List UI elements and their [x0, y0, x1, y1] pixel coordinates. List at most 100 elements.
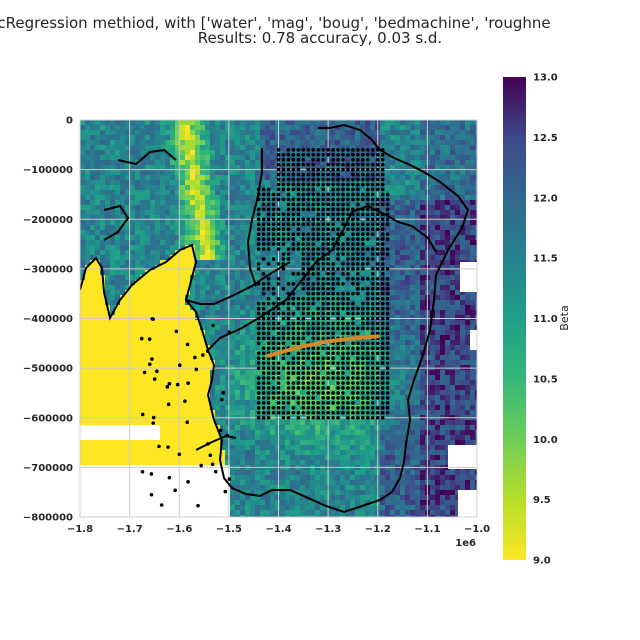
data-point	[287, 188, 291, 192]
data-point	[277, 391, 281, 395]
data-point	[376, 163, 380, 167]
data-point	[331, 178, 335, 182]
data-point	[341, 178, 345, 182]
data-point	[267, 242, 271, 246]
data-point	[282, 356, 286, 360]
data-point	[282, 416, 286, 420]
data-point	[267, 411, 271, 415]
data-point	[361, 153, 365, 157]
data-point	[376, 322, 380, 326]
data-point	[257, 317, 261, 321]
data-point	[153, 377, 157, 381]
data-point	[302, 217, 306, 221]
data-point	[282, 262, 286, 266]
data-point	[287, 178, 291, 182]
data-point	[336, 376, 340, 380]
data-point	[306, 267, 310, 271]
data-point	[351, 332, 355, 336]
data-point	[282, 222, 286, 226]
data-point	[228, 330, 232, 334]
data-point	[326, 227, 330, 231]
data-point	[316, 351, 320, 355]
data-point	[331, 356, 335, 360]
data-point	[166, 385, 170, 389]
data-point	[311, 242, 315, 246]
data-point	[306, 376, 310, 380]
data-point	[302, 163, 306, 167]
data-point	[287, 297, 291, 301]
data-point	[292, 212, 296, 216]
data-point	[371, 401, 375, 405]
data-point	[366, 287, 370, 291]
data-point	[222, 391, 226, 395]
data-point	[386, 381, 390, 385]
data-point	[356, 371, 360, 375]
data-point	[386, 317, 390, 321]
data-point	[331, 327, 335, 331]
data-point	[277, 198, 281, 202]
data-point	[297, 396, 301, 400]
data-point	[306, 351, 310, 355]
data-point	[306, 237, 310, 241]
data-point	[141, 413, 145, 417]
data-point	[297, 217, 301, 221]
data-point	[381, 173, 385, 177]
data-point	[376, 366, 380, 370]
data-point	[321, 406, 325, 410]
data-point	[346, 183, 350, 187]
data-point	[302, 262, 306, 266]
data-point	[381, 178, 385, 182]
data-point	[356, 222, 360, 226]
data-point	[351, 376, 355, 380]
data-point	[282, 312, 286, 316]
data-point	[326, 212, 330, 216]
data-point	[272, 361, 276, 365]
data-point	[381, 287, 385, 291]
data-point	[302, 396, 306, 400]
data-point	[311, 193, 315, 197]
data-point	[257, 307, 261, 311]
data-point	[282, 173, 286, 177]
data-point	[262, 386, 266, 390]
data-point	[306, 411, 310, 415]
data-point	[282, 317, 286, 321]
data-point	[311, 148, 315, 152]
data-point	[287, 401, 291, 405]
data-point	[361, 178, 365, 182]
x-tick-label: −1.8	[67, 524, 93, 535]
data-point	[376, 148, 380, 152]
data-point	[302, 381, 306, 385]
data-point	[306, 203, 310, 207]
data-point	[321, 203, 325, 207]
data-point	[277, 411, 281, 415]
data-point	[209, 454, 213, 458]
data-point	[351, 237, 355, 241]
data-point	[371, 342, 375, 346]
data-point	[321, 267, 325, 271]
data-point	[336, 227, 340, 231]
data-point	[297, 351, 301, 355]
data-point	[267, 366, 271, 370]
data-point	[306, 168, 310, 172]
data-point	[331, 198, 335, 202]
data-point	[321, 222, 325, 226]
data-point	[366, 262, 370, 266]
data-point	[351, 371, 355, 375]
data-point	[376, 312, 380, 316]
data-point	[331, 262, 335, 266]
data-point	[371, 391, 375, 395]
data-point	[297, 381, 301, 385]
data-point	[257, 262, 261, 266]
data-point	[287, 361, 291, 365]
data-point	[143, 371, 147, 375]
data-point	[302, 222, 306, 226]
data-point	[326, 153, 330, 157]
data-point	[361, 208, 365, 212]
data-point	[331, 416, 335, 420]
data-point	[262, 232, 266, 236]
data-point	[316, 227, 320, 231]
data-point	[376, 297, 380, 301]
data-point	[381, 247, 385, 251]
data-point	[376, 183, 380, 187]
